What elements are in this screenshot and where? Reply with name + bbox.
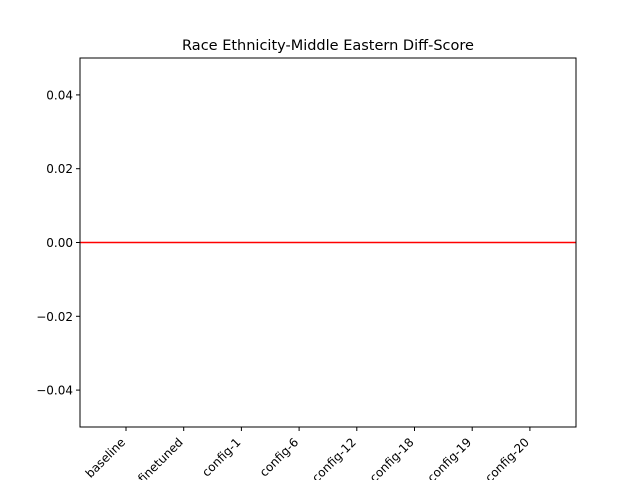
y-axis: 0.04 0.02 0.00 −0.02 −0.04 <box>36 88 80 398</box>
y-tick-label: −0.04 <box>36 384 73 398</box>
y-tick-label: 0.02 <box>46 162 73 176</box>
x-tick-label: config-18 <box>367 435 417 480</box>
x-tick-label: config-1 <box>199 435 243 479</box>
chart-title: Race Ethnicity-Middle Eastern Diff-Score <box>182 38 474 54</box>
y-tick-label: −0.02 <box>36 310 73 324</box>
x-tick-label: config-6 <box>257 435 301 479</box>
y-tick-label: 0.04 <box>46 88 73 102</box>
x-tick-label: config-20 <box>482 435 532 480</box>
x-axis: baseline finetuned config-1 config-6 config-… <box>83 427 532 480</box>
y-tick-label: 0.00 <box>46 236 73 250</box>
x-tick-label: finetuned <box>135 435 186 480</box>
x-tick-label: config-19 <box>425 435 475 480</box>
x-tick-label: baseline <box>83 435 128 480</box>
x-tick-label: config-12 <box>309 435 359 480</box>
